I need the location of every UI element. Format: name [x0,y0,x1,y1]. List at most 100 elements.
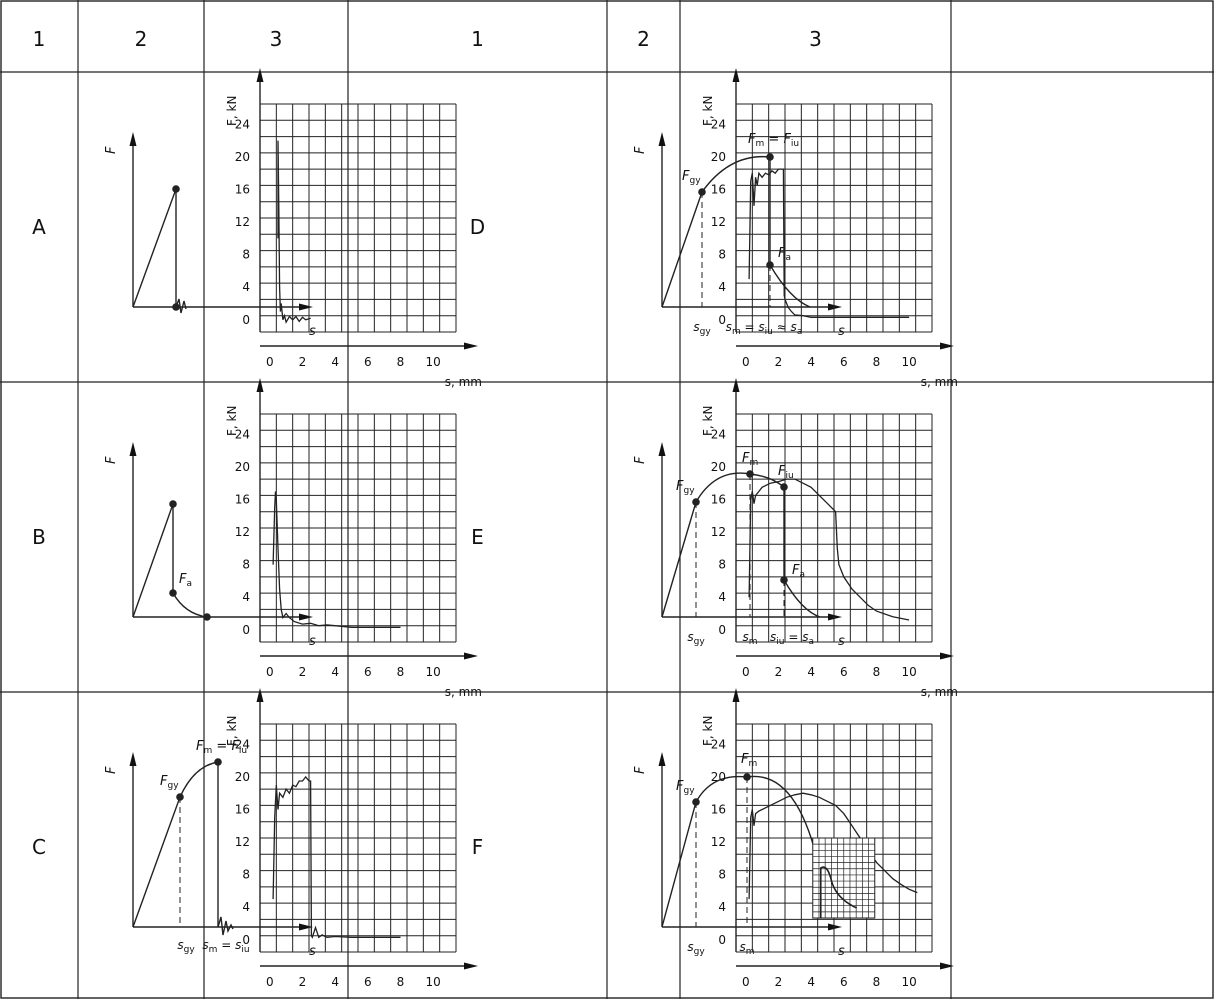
y-tick-label: 8 [242,248,250,262]
x-tick-label: 10 [901,975,916,989]
plot-y-arrow [256,378,264,392]
sketch-y-label: F [633,766,648,774]
x-tick-label: 8 [397,665,405,679]
plot-x-label: s, mm [445,995,482,999]
x-tick-label: 8 [873,665,881,679]
y-tick-label: 20 [235,770,250,784]
sketch-y-label: F [104,456,119,464]
y-tick-label: 12 [235,835,250,849]
x-tick-label: 4 [331,975,339,989]
header-cell: 1 [471,27,484,51]
x-tick-label: 6 [840,665,848,679]
plot-x-arrow [940,652,954,660]
header-cell: 2 [135,27,148,51]
plot-y-arrow [732,688,740,702]
sketch-x-arrow [828,613,842,621]
inset-curve [819,866,858,918]
peak-point [169,500,177,508]
force-curve [272,491,401,628]
x-tick-label: 10 [425,975,440,989]
y-tick-label: 4 [242,280,250,294]
tick-label: sgy [687,630,705,647]
point-label: Fa [179,572,192,589]
force-curve [277,140,311,324]
plot-y-label: F, kN [225,716,239,746]
sketch-x-arrow [299,303,313,311]
y-tick-label: 16 [711,183,726,197]
table-row-b: BFsFa048121620240246810F, kNs, mm [32,378,482,699]
y-tick-label: 20 [235,460,250,474]
y-tick-label: 12 [235,215,250,229]
arrest-point [766,261,774,269]
sketch-y-label: F [104,146,119,154]
plot-y-label: F, kN [701,406,715,436]
y-tick-label: 16 [235,803,250,817]
plot-y-arrow [732,68,740,82]
x-tick-label: 2 [775,975,783,989]
x-tick-label: 0 [742,665,750,679]
x-tick-label: 10 [425,665,440,679]
row-label: C [32,835,46,859]
end-point [203,613,211,621]
sketch-y-arrow [129,442,137,456]
instability-point [780,483,788,491]
point-label: Fm [741,752,757,769]
point-label: Fm = Fiu [748,132,799,149]
sketch-x-arrow [299,923,313,931]
load-curve [132,503,208,618]
y-tick-label: 16 [235,183,250,197]
sketch-x-arrow [299,613,313,621]
yield-point [172,185,180,193]
x-tick-label: 6 [840,355,848,369]
plot-y-label: F, kN [701,716,715,746]
y-tick-label: 24 [235,117,250,131]
arrest-point [169,589,177,597]
x-tick-label: 4 [807,665,815,679]
point-label: Fgy [682,169,701,186]
row-label: B [32,525,46,549]
sketch-y-arrow [658,442,666,456]
tick-label: sm = siu ≈ sa [726,320,803,337]
tick-label: siu = sa [770,630,814,647]
y-tick-label: 4 [242,900,250,914]
y-tick-label: 0 [718,933,726,947]
tick-label: sgy [177,938,195,955]
tick-label: sgy [687,940,705,957]
x-tick-label: 10 [901,355,916,369]
point-label: Fm [742,451,758,468]
plot-y-label: F, kN [225,406,239,436]
x-tick-label: 8 [873,975,881,989]
x-tick-label: 4 [807,975,815,989]
x-tick-label: 8 [873,355,881,369]
plot-x-arrow [464,652,478,660]
header-cell: 3 [809,27,822,51]
y-tick-label: 12 [711,215,726,229]
x-tick-label: 6 [364,355,372,369]
x-tick-label: 10 [425,355,440,369]
gy-point [692,498,700,506]
y-tick-label: 0 [242,933,250,947]
y-tick-label: 24 [711,427,726,441]
header-cell: 1 [33,27,46,51]
fracture-sketch: FsFgyFmFiuFasgysmsiu = sa [633,442,845,649]
row-label: E [471,525,484,549]
x-tick-label: 8 [397,355,405,369]
x-tick-label: 0 [266,355,274,369]
x-tick-label: 6 [840,975,848,989]
force-curve [748,168,910,318]
fracture-surface-inset [812,837,876,919]
y-tick-label: 20 [235,150,250,164]
x-tick-label: 4 [331,355,339,369]
force-curve [748,792,918,900]
y-tick-label: 4 [718,280,726,294]
y-tick-label: 0 [242,623,250,637]
x-tick-label: 2 [775,355,783,369]
